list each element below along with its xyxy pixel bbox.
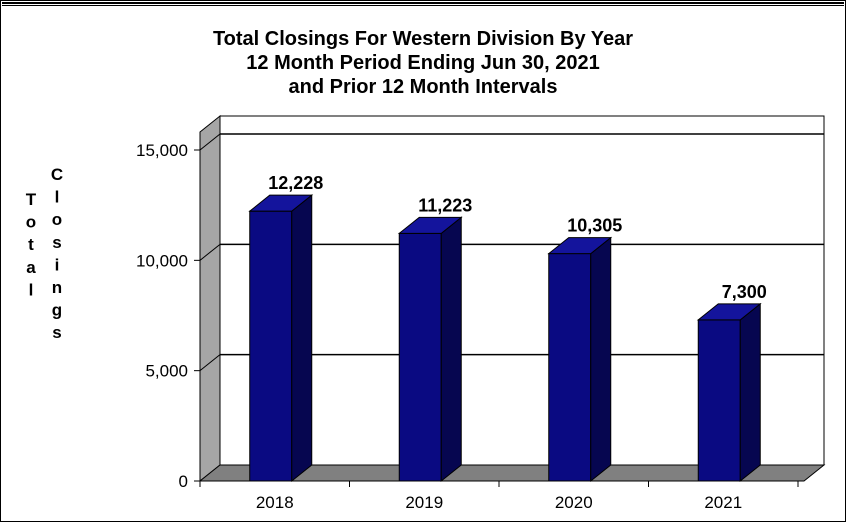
y-tick-label: 5,000: [145, 362, 188, 381]
bar-top-2018: [248, 194, 314, 212]
bar-side-2021: [739, 302, 761, 483]
y-tick-label: 15,000: [136, 141, 188, 160]
y-tick-label: 0: [179, 472, 188, 491]
bar-2021: [697, 319, 741, 482]
x-tick-label: 2020: [555, 493, 593, 512]
data-label: 11,223: [418, 195, 472, 215]
top-border-line-inner: [2, 5, 844, 6]
bar-2018: [249, 210, 293, 482]
data-label: 7,300: [722, 282, 767, 302]
gridline-wall-segment: [199, 354, 221, 372]
chart-title-line-3: and Prior 12 Month Intervals: [288, 76, 558, 98]
chart-title-line-1: Total Closings For Western Division By Y…: [212, 28, 634, 50]
bar-top-2020: [547, 237, 613, 255]
top-border-line: [2, 2, 844, 4]
x-tick-label: 2019: [405, 493, 443, 512]
gridline-wall-segment: [199, 243, 221, 261]
bar-2020: [548, 253, 592, 482]
bar-top-2019: [397, 216, 463, 234]
bar-2019: [398, 232, 442, 482]
gridline-wall-segment: [199, 133, 221, 151]
plot-side-wall: [199, 114, 221, 483]
y-tick-label: 10,000: [136, 251, 188, 270]
chart-title-line-2: 12 Month Period Ending Jun 30, 2021: [246, 52, 600, 74]
x-tick-label: 2018: [256, 493, 294, 512]
bar-side-2018: [291, 194, 313, 483]
bar-side-2020: [590, 236, 612, 483]
data-label: 12,228: [268, 173, 323, 193]
bar-side-2019: [440, 216, 462, 483]
bar-top-2021: [696, 303, 762, 321]
chart-title: Total Closings For Western Division By Y…: [0, 27, 846, 99]
data-label: 10,305: [567, 216, 622, 236]
x-tick-label: 2021: [704, 493, 742, 512]
